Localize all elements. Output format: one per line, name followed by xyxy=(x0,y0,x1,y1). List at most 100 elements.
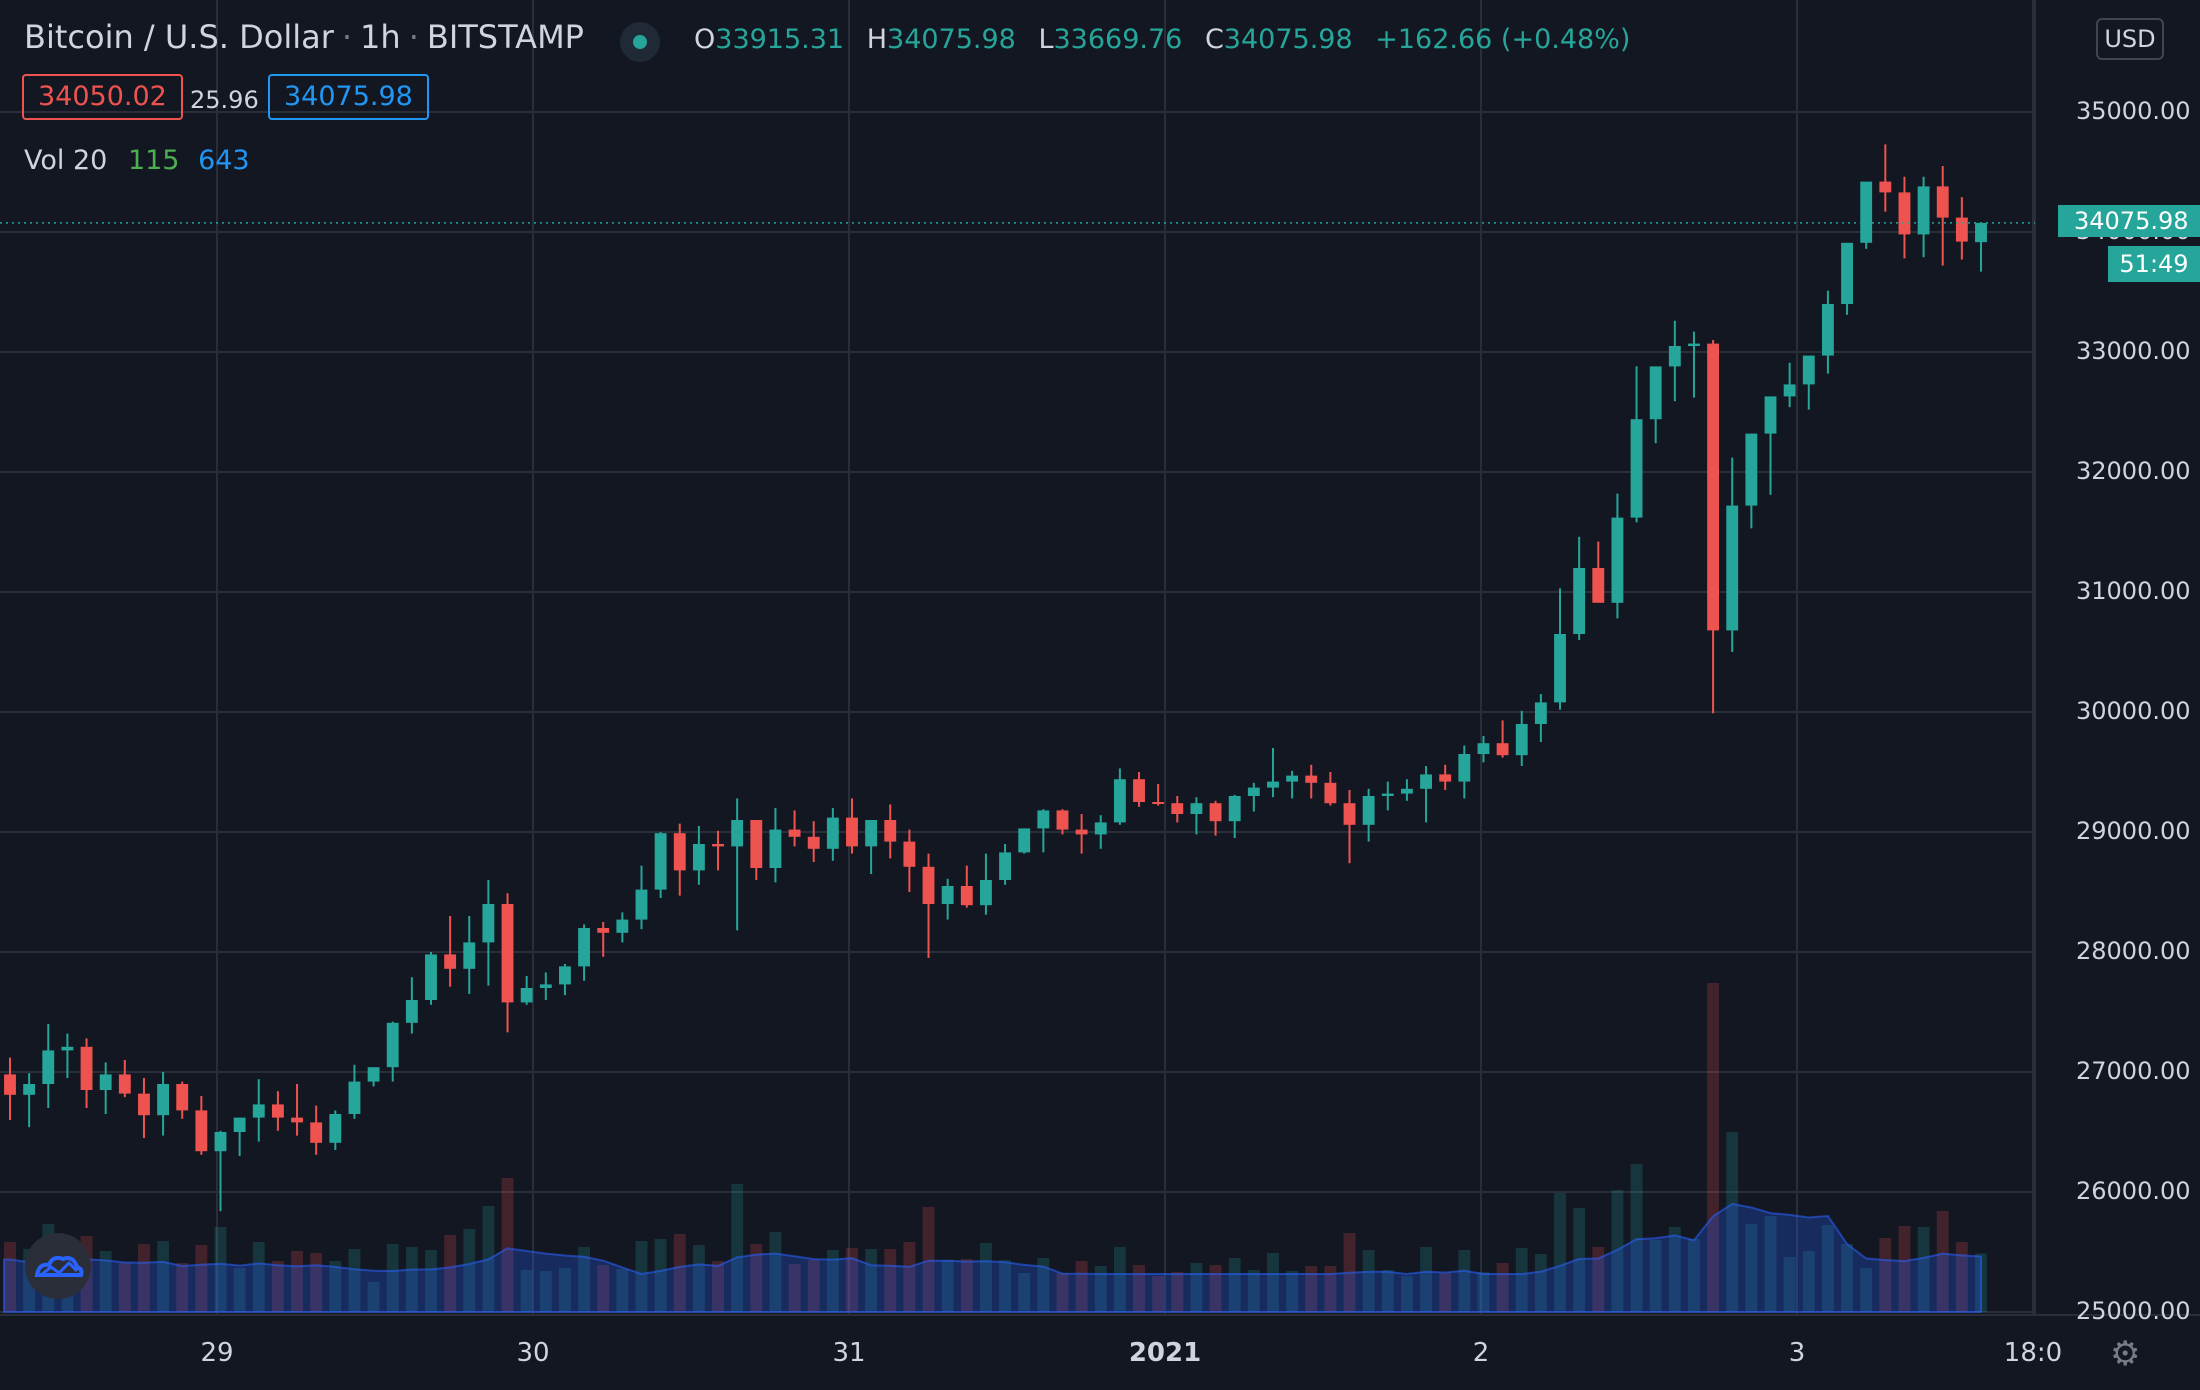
candle-body-3 xyxy=(61,1046,74,1051)
volume-bar-14 xyxy=(271,1261,284,1312)
candle-body-100 xyxy=(1917,186,1930,235)
candle-body-39 xyxy=(750,820,763,868)
volume-bar-24 xyxy=(463,1229,476,1312)
volume-bar-92 xyxy=(1764,1216,1777,1312)
candle-body-9 xyxy=(176,1084,189,1111)
volume-bar-78 xyxy=(1496,1263,1509,1312)
sell-button[interactable]: 34050.02 xyxy=(22,74,183,120)
volume-bar-61 xyxy=(1171,1272,1184,1312)
candle-body-13 xyxy=(252,1104,265,1118)
candle-body-43 xyxy=(826,817,839,849)
volume-bar-49 xyxy=(941,1260,954,1312)
candle-body-21 xyxy=(405,1000,418,1023)
interval-label[interactable]: 1h xyxy=(360,18,401,56)
volume-bar-48 xyxy=(922,1207,935,1312)
candle-body-69 xyxy=(1324,782,1337,804)
volume-bar-23 xyxy=(444,1235,457,1312)
tradingview-logo-icon[interactable] xyxy=(25,1233,91,1299)
volume-bar-31 xyxy=(597,1265,610,1312)
volume-bar-82 xyxy=(1573,1208,1586,1312)
volume-bar-99 xyxy=(1898,1226,1911,1312)
volume-bar-84 xyxy=(1611,1190,1624,1312)
candle-body-42 xyxy=(807,836,820,849)
candle-body-90 xyxy=(1726,505,1739,631)
close-key: C xyxy=(1204,24,1224,55)
candle-body-98 xyxy=(1879,181,1892,193)
candle-body-74 xyxy=(1420,774,1432,789)
volume-bar-16 xyxy=(310,1253,323,1312)
time-tick-label: 30 xyxy=(516,1338,550,1368)
candle-body-48 xyxy=(922,866,935,904)
price-tick-label: 29000.00 xyxy=(2076,817,2191,845)
candle-body-86 xyxy=(1649,366,1662,420)
volume-legend[interactable]: Vol 20 115 643 xyxy=(24,145,250,176)
open-value: 33915.31 xyxy=(715,24,845,55)
currency-button[interactable]: USD xyxy=(2096,18,2164,60)
volume-bar-26 xyxy=(501,1178,514,1312)
candle-body-75 xyxy=(1439,774,1452,782)
candle-body-70 xyxy=(1343,803,1356,825)
candle-body-28 xyxy=(539,984,552,988)
price-tick-label: 26000.00 xyxy=(2076,1177,2191,1205)
volume-bar-44 xyxy=(846,1248,858,1312)
buy-button[interactable]: 34075.98 xyxy=(268,74,429,120)
volume-bar-36 xyxy=(692,1245,705,1312)
high-key: H xyxy=(866,24,888,55)
volume-ma-area xyxy=(3,1202,1982,1313)
volume-bar-55 xyxy=(1056,1273,1069,1312)
volume-bar-64 xyxy=(1228,1258,1241,1312)
symbol-header[interactable]: Bitcoin / U.S. Dollar · 1h · BITSTAMP xyxy=(24,18,584,56)
volume-bar-83 xyxy=(1592,1247,1605,1312)
volume-bar-35 xyxy=(673,1234,686,1312)
volume-bar-98 xyxy=(1879,1238,1892,1312)
price-tick-label: 28000.00 xyxy=(2076,937,2191,965)
candle-body-65 xyxy=(1247,787,1260,796)
volume-bar-91 xyxy=(1745,1224,1758,1312)
candle-body-62 xyxy=(1190,803,1203,814)
candle-body-87 xyxy=(1668,346,1681,367)
candle-body-91 xyxy=(1745,433,1758,506)
price-tick-label: 33000.00 xyxy=(2076,337,2191,365)
volume-bar-9 xyxy=(176,1263,189,1312)
candle-body-58 xyxy=(1113,779,1126,823)
volume-bar-32 xyxy=(616,1269,629,1312)
candle-body-50 xyxy=(960,886,973,906)
candle-body-31 xyxy=(597,928,610,933)
ohlc-legend: O33915.31 H34075.98 L33669.76 C34075.98 … xyxy=(694,24,1644,55)
volume-bar-54 xyxy=(1037,1258,1050,1312)
price-tick-label: 32000.00 xyxy=(2076,457,2191,485)
price-tick-label: 30000.00 xyxy=(2076,697,2191,725)
candle-body-14 xyxy=(271,1104,284,1118)
candle-body-64 xyxy=(1228,796,1241,822)
candle-body-88 xyxy=(1688,343,1700,346)
candle-body-71 xyxy=(1362,796,1375,825)
volume-bars xyxy=(3,983,1987,1313)
symbol-name[interactable]: Bitcoin / U.S. Dollar xyxy=(24,18,334,56)
candle-body-0 xyxy=(4,1074,16,1095)
candle-body-103 xyxy=(1975,222,1987,243)
last-price-tag: 34075.98 xyxy=(2058,205,2200,237)
settings-gear-icon[interactable]: ⚙ xyxy=(2110,1334,2141,1374)
candle-body-25 xyxy=(482,904,495,943)
candle-body-30 xyxy=(578,928,591,967)
market-status-icon[interactable] xyxy=(620,22,660,62)
time-tick-label: 3 xyxy=(1788,1338,1806,1368)
price-tick-label: 31000.00 xyxy=(2076,577,2191,605)
candle-body-102 xyxy=(1955,217,1968,242)
time-tick-label: 18:0 xyxy=(2003,1338,2063,1368)
candle-body-61 xyxy=(1171,803,1184,814)
candle-body-19 xyxy=(367,1067,380,1082)
volume-bar-101 xyxy=(1936,1211,1949,1312)
volume-bar-53 xyxy=(1018,1273,1031,1312)
time-tick-label: 29 xyxy=(200,1338,234,1368)
candle-body-84 xyxy=(1611,517,1624,603)
candle-body-63 xyxy=(1209,803,1222,822)
volume-bar-10 xyxy=(195,1245,208,1312)
volume-bar-71 xyxy=(1362,1250,1375,1312)
candle-body-59 xyxy=(1133,779,1145,802)
candle-body-101 xyxy=(1936,186,1949,218)
time-tick-label: 2 xyxy=(1472,1338,1490,1368)
candle-body-85 xyxy=(1630,419,1643,518)
candlestick-series xyxy=(4,144,1987,1212)
